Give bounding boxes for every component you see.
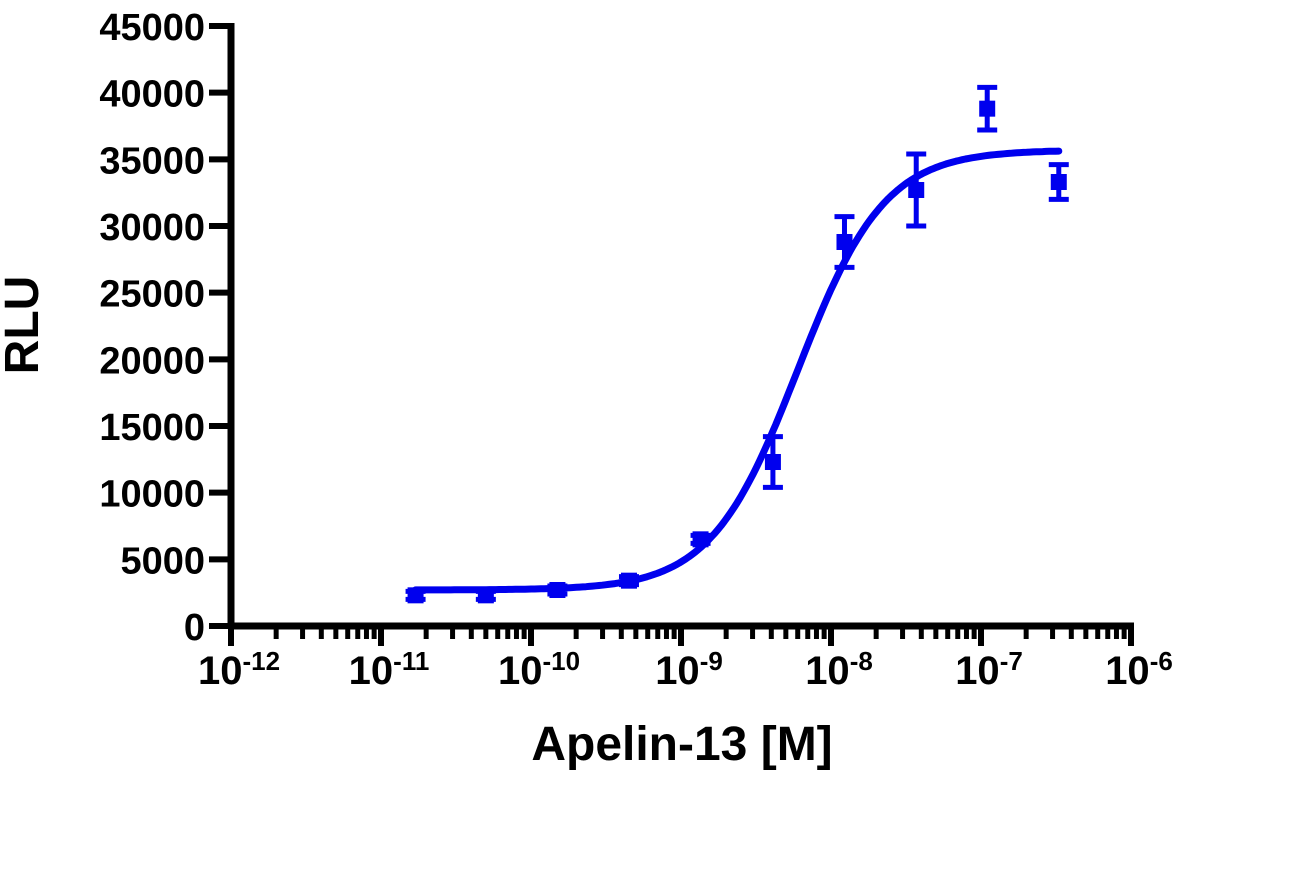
fit-curve [412, 147, 1063, 594]
fit-curve-group [412, 147, 1063, 594]
x-tick-label: 10-9 [655, 646, 723, 693]
y-tick-label: 10000 [99, 474, 205, 516]
y-tick-label: 0 [184, 607, 205, 649]
data-point [908, 182, 925, 198]
data-point [620, 572, 637, 589]
y-tick-label: 35000 [99, 140, 205, 182]
data-point [979, 100, 996, 117]
x-tick-label: 10-6 [1105, 646, 1173, 693]
data-point [764, 454, 781, 470]
axes: 0 5000 10000 15000 20000 25000 30000 35000 40000… [99, 7, 1172, 693]
y-tick-label: 40000 [99, 74, 205, 116]
data-point [836, 234, 853, 250]
x-tick-label: 10-7 [955, 646, 1023, 693]
x-tick-label: 10-8 [805, 646, 873, 693]
y-axis-title: RLU [0, 276, 49, 375]
data-point [692, 531, 709, 548]
y-tick-label: 30000 [99, 207, 205, 249]
x-tick-label: 10-11 [349, 646, 430, 693]
data-point [477, 587, 494, 604]
data-points [407, 100, 1067, 604]
x-tick-label: 10-12 [198, 646, 280, 693]
y-tick-label: 15000 [99, 407, 205, 449]
data-point [407, 587, 424, 604]
x-axis-title: Apelin-13 [M] [531, 718, 832, 771]
y-tick-label: 5000 [120, 540, 205, 582]
y-tick-label: 20000 [99, 340, 205, 382]
data-point [549, 582, 566, 598]
data-point [1050, 174, 1067, 190]
y-tick-label: 25000 [99, 274, 205, 316]
x-tick-label: 10-10 [498, 646, 580, 693]
error-bars [405, 84, 1069, 602]
y-tick-label: 45000 [99, 7, 205, 49]
